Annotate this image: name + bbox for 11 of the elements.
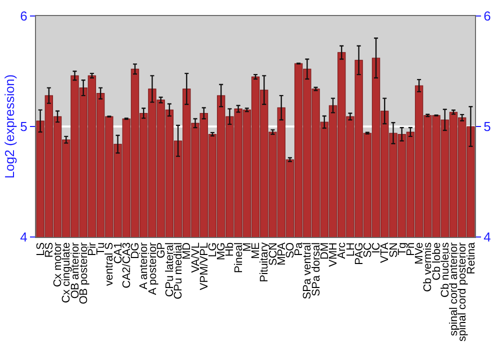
y-tick-label: 4 (20, 230, 28, 245)
x-tick-label: A posterior (146, 242, 159, 295)
y-axis-title: Log2 (expression) (2, 74, 18, 179)
y2-tick-label: 6 (484, 8, 491, 24)
x-tick-label: OB posterior (78, 242, 90, 304)
y-tick-label: 6 (20, 8, 28, 24)
y-tick-label: 5 (20, 119, 28, 134)
y2-tick-label: 4 (484, 230, 491, 245)
x-tick-label: Tg (396, 242, 408, 256)
x-tick-label: Retina (465, 242, 478, 274)
y2-tick-label: 5 (484, 119, 491, 134)
